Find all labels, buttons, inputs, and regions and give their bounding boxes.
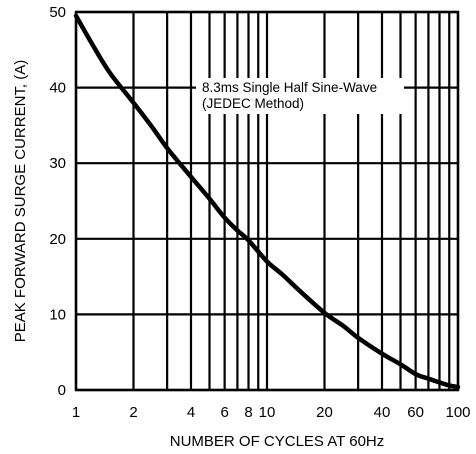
x-tick-label: 6 (220, 404, 228, 421)
annotation: 8.3ms Single Half Sine-Wave (JEDEC Metho… (196, 78, 404, 114)
y-tick-label: 20 (49, 231, 66, 248)
x-tick-label: 10 (259, 404, 276, 421)
x-axis-title: NUMBER OF CYCLES AT 60Hz (170, 433, 385, 450)
plot-frame (74, 10, 460, 392)
x-tick-label: 2 (129, 404, 137, 421)
surge-current-curve (73, 13, 461, 390)
x-tick-label: 60 (407, 404, 424, 421)
x-tick-label: 40 (374, 404, 391, 421)
annotation-line-1: 8.3ms Single Half Sine-Wave (202, 80, 377, 95)
x-tick-labels: 1 2 4 6 8 10 20 40 60 100 (72, 404, 471, 421)
x-tick-label: 8 (244, 404, 252, 421)
y-tick-label: 10 (49, 306, 66, 323)
x-tick-label: 4 (187, 404, 195, 421)
y-tick-label: 40 (49, 80, 66, 97)
y-tick-label: 30 (49, 155, 66, 172)
x-tick-label: 1 (72, 404, 80, 421)
y-tick-label: 0 (58, 382, 66, 399)
annotation-background (196, 78, 404, 114)
x-tick-label: 20 (316, 404, 333, 421)
y-tick-label: 50 (49, 4, 66, 21)
x-tick-label: 100 (445, 404, 470, 421)
annotation-line-2: (JEDEC Method) (202, 96, 304, 111)
grid (74, 10, 460, 392)
y-tick-labels: 0 10 20 30 40 50 (49, 4, 66, 399)
y-axis-title: PEAK FORWARD SURGE CURRENT, (A) (12, 60, 29, 343)
